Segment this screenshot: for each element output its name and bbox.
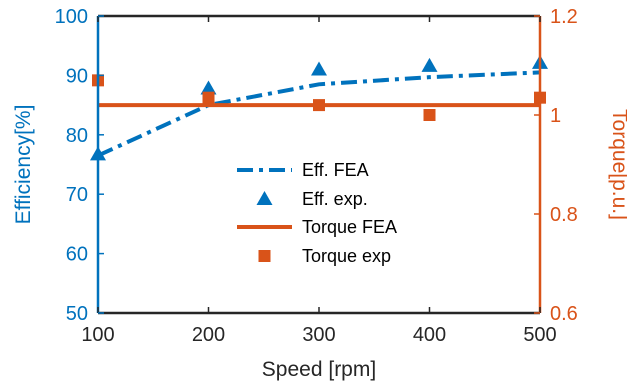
y-axis-left-label: Efficiency[%]: [12, 105, 35, 225]
y-axis-right-label: Torque[p.u.]: [608, 109, 627, 220]
legend-label-torque-fea: Torque FEA: [302, 217, 397, 237]
legend: Eff. FEA Eff. exp. Torque FEA Torque exp: [237, 160, 397, 266]
x-axis-label: Speed [rpm]: [262, 358, 376, 381]
data-point-torque-exp: [313, 99, 325, 112]
x-tick-label: 400: [413, 324, 446, 346]
data-point-torque-exp: [202, 91, 215, 104]
x-tick-label: 300: [302, 324, 335, 346]
y-left-tick-label: 100: [55, 6, 88, 28]
series-line-eff-fea: [97, 70, 541, 158]
data-point-eff-exp: [421, 57, 438, 72]
axes: 100 200 300 400 500 50 60 70 80 90 100 0.6 0.8 1 1.2: [55, 6, 578, 346]
data-point-torque-exp: [423, 109, 436, 121]
y-left-tick-label: 80: [66, 125, 88, 147]
legend-label-torque-exp: Torque exp: [302, 246, 391, 266]
x-tick-label: 100: [81, 324, 114, 346]
x-tick-label: 500: [523, 324, 556, 346]
legend-label-eff-exp: Eff. exp.: [302, 189, 368, 209]
y-left-tick-label: 50: [66, 303, 88, 325]
x-tick-label: 200: [192, 324, 225, 346]
y-right-tick-label: 0.8: [550, 204, 578, 226]
y-right-tick-label: 1.2: [550, 6, 578, 28]
y-left-tick-label: 70: [66, 184, 88, 206]
y-right-tick-label: 0.6: [550, 303, 578, 325]
data-point-eff-exp: [311, 61, 327, 76]
plot-area: [90, 54, 548, 161]
legend-label-eff-fea: Eff. FEA: [302, 160, 369, 180]
legend-marker-eff-exp: [256, 191, 273, 205]
y-right-tick-label: 1: [550, 105, 561, 127]
legend-marker-torque-exp: [258, 250, 271, 262]
data-point-eff-exp: [200, 80, 217, 95]
y-left-tick-label: 90: [66, 65, 88, 87]
y-left-tick-label: 60: [66, 244, 88, 266]
